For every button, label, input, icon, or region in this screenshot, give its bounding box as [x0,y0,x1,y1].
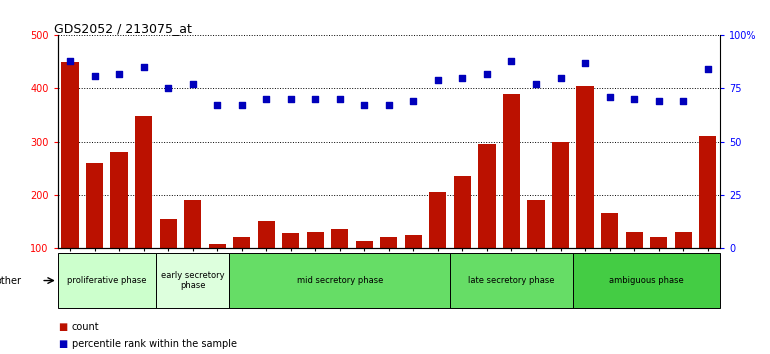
Bar [478,144,496,301]
Bar [552,142,569,301]
Point [677,98,689,104]
Point [236,103,248,108]
Bar [699,136,716,301]
Bar [110,152,128,301]
Point [407,98,420,104]
Bar [430,192,447,301]
Bar [331,229,348,301]
Bar [503,94,520,301]
Point [162,86,174,91]
Text: proliferative phase: proliferative phase [67,276,146,285]
Text: count: count [72,322,99,332]
Bar [62,62,79,301]
Bar [86,163,103,301]
Bar [450,253,573,308]
Point [457,75,469,81]
Bar [454,176,471,301]
Point [432,77,444,83]
Bar [258,221,275,301]
Text: ■: ■ [58,322,67,332]
Text: GDS2052 / 213075_at: GDS2052 / 213075_at [55,22,192,35]
Point [333,96,346,102]
Bar [229,253,450,308]
Point [89,73,101,79]
Bar [184,200,201,301]
Point [579,60,591,66]
Bar [356,241,373,301]
Bar [601,213,618,301]
Bar [527,200,544,301]
Bar [58,253,156,308]
Bar [306,232,324,301]
Bar [156,253,229,308]
Text: ■: ■ [58,339,67,349]
Bar [135,116,152,301]
Point [137,64,149,70]
Point [64,58,76,64]
Text: early secretory
phase: early secretory phase [161,271,225,290]
Text: other: other [0,275,22,286]
Bar [405,234,422,301]
Text: ambiguous phase: ambiguous phase [609,276,684,285]
Bar [282,233,300,301]
Text: late secretory phase: late secretory phase [468,276,554,285]
Point [701,67,714,72]
Point [383,103,395,108]
Point [113,71,126,76]
Point [604,94,616,100]
Text: mid secretory phase: mid secretory phase [296,276,383,285]
Text: percentile rank within the sample: percentile rank within the sample [72,339,236,349]
Point [186,81,199,87]
Bar [233,237,250,301]
Point [260,96,273,102]
Bar [625,232,643,301]
Point [358,103,370,108]
Point [309,96,321,102]
Point [480,71,493,76]
Bar [209,244,226,301]
Bar [577,86,594,301]
Point [652,98,665,104]
Bar [650,237,668,301]
Point [628,96,641,102]
Point [211,103,223,108]
Bar [675,232,691,301]
Point [285,96,297,102]
Bar [573,253,720,308]
Point [554,75,567,81]
Point [505,58,517,64]
Bar [159,218,176,301]
Point [530,81,542,87]
Bar [380,237,397,301]
